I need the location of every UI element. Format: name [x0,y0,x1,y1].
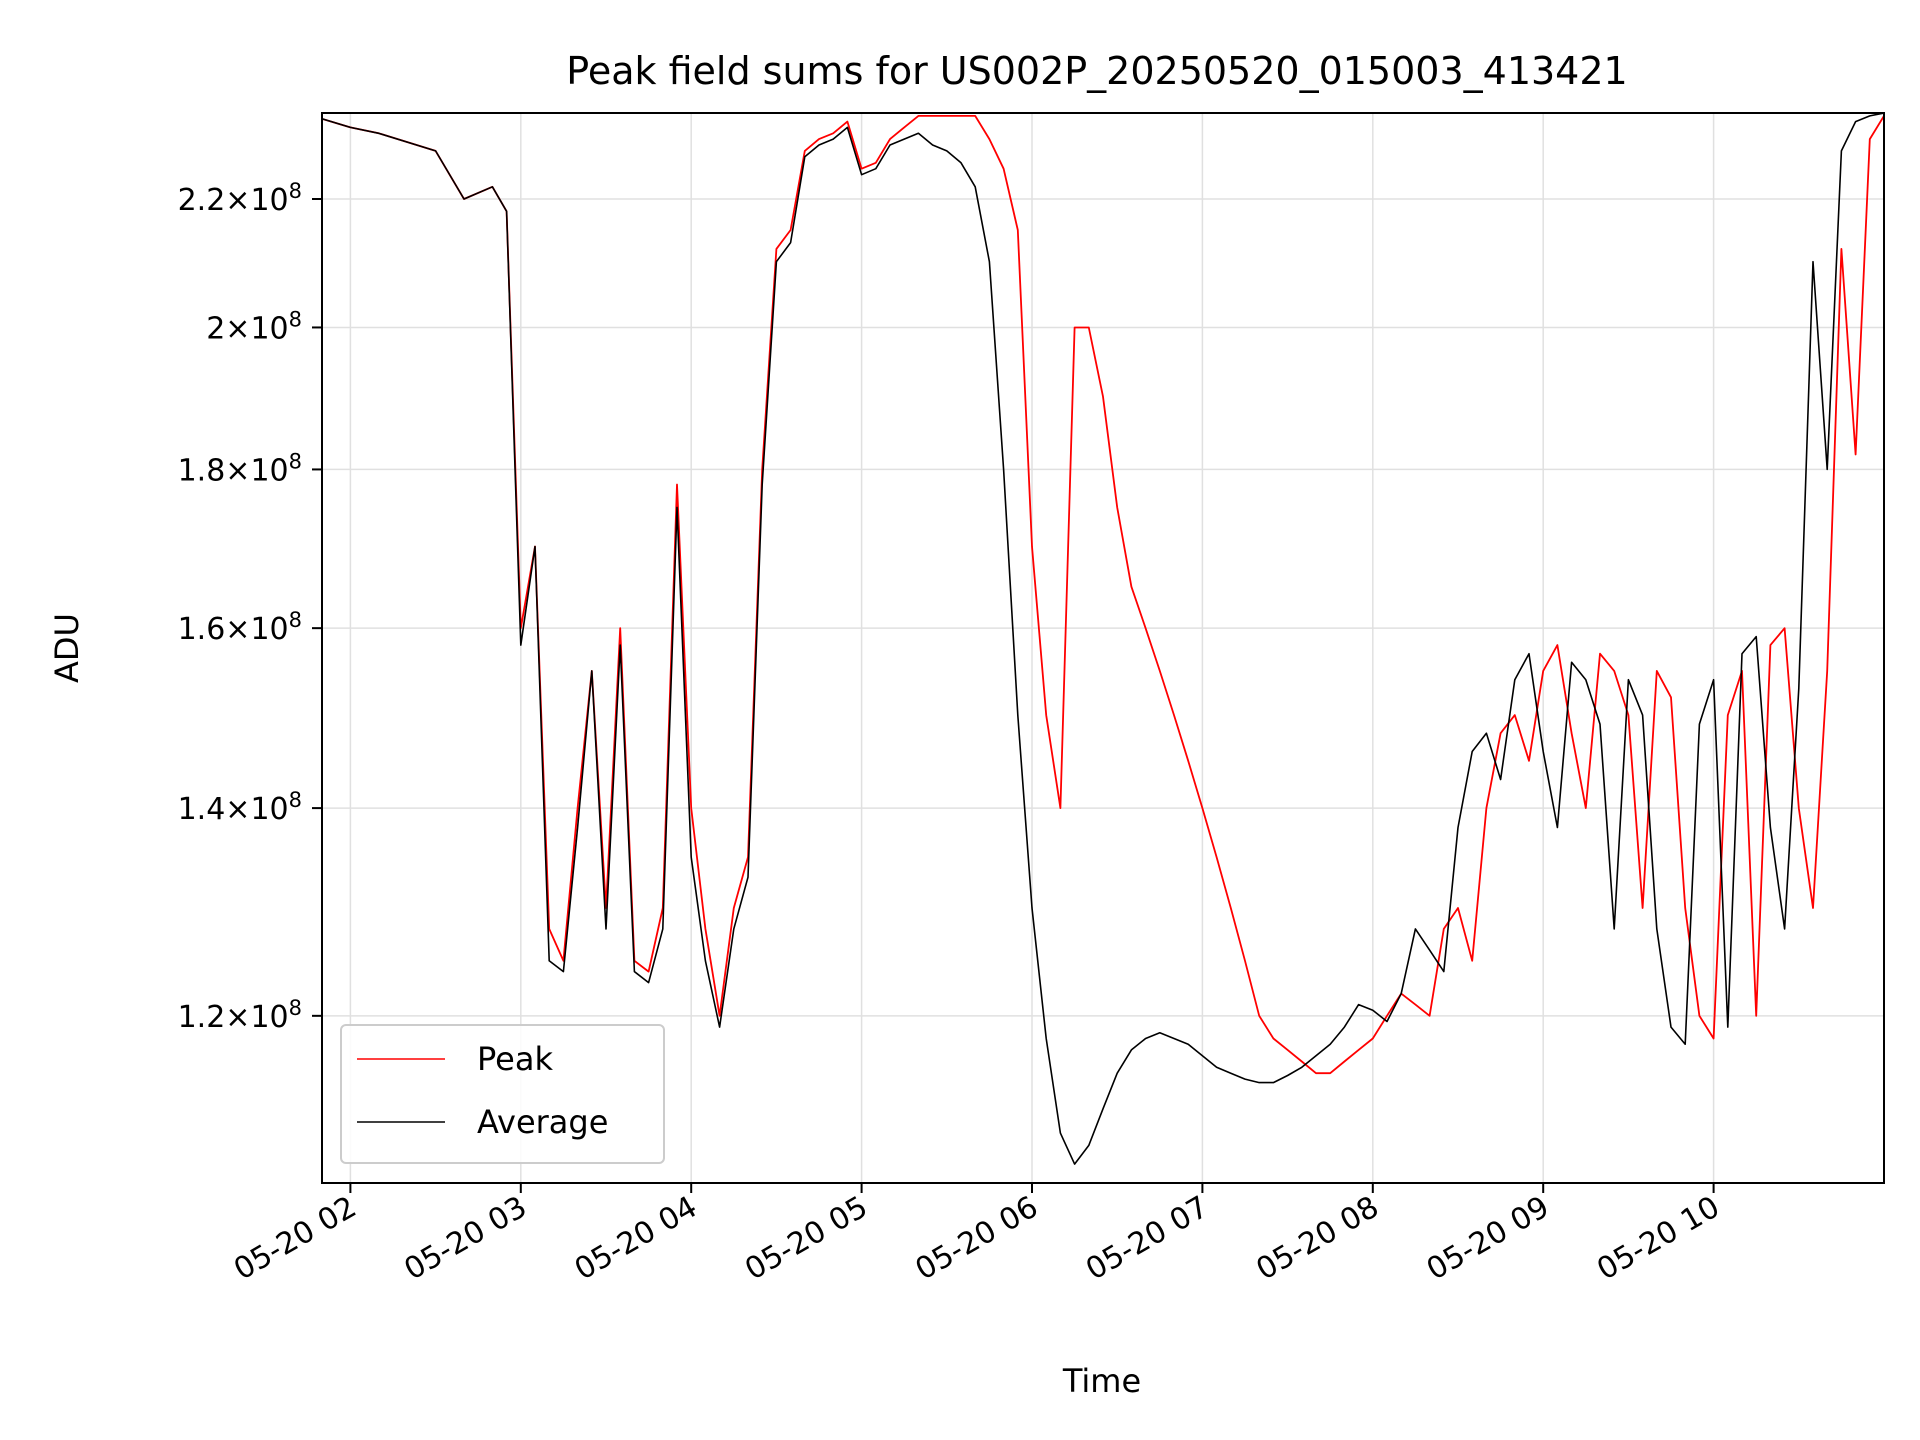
y-tick-label: 2.2×108 [178,179,302,218]
y-tick-label: 1.8×108 [178,449,302,488]
y-tick-label: 1.2×108 [178,996,302,1035]
chart-title: Peak field sums for US002P_20250520_0150… [566,49,1627,93]
y-tick-label: 2×108 [206,307,302,346]
y-axis-label: ADU [48,613,86,683]
legend-label-peak: Peak [477,1040,553,1078]
y-tick-label: 1.4×108 [178,788,302,827]
series-layer [322,113,1884,1165]
grid-lines [322,113,1884,1183]
series-average-line [322,113,1884,1165]
x-axis-label: Time [1062,1362,1141,1400]
legend-label-average: Average [477,1103,608,1141]
y-axis: 1.2×108 1.4×108 1.6×108 1.8×108 2×108 2.2×108 [178,179,322,1035]
legend: Peak Average [340,1024,665,1164]
y-tick-label: 1.6×108 [178,608,302,647]
plot-frame [321,112,1885,1184]
